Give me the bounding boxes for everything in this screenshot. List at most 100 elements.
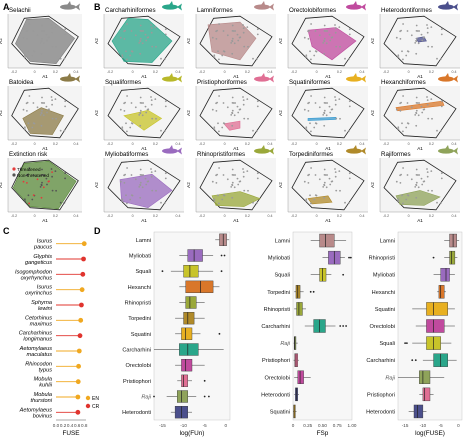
species-point xyxy=(234,30,237,32)
species-point xyxy=(42,174,44,176)
species-point xyxy=(51,27,53,29)
boxplot-panel: Lamni Myliobati Squali Torpedini Rhinopristi… xyxy=(261,231,357,437)
outlier-point xyxy=(342,325,345,327)
global-hull xyxy=(383,87,457,139)
outlier-point xyxy=(414,359,417,362)
outlier-point xyxy=(161,270,164,273)
species-point xyxy=(144,33,147,36)
species-point xyxy=(213,54,216,57)
shark-icon xyxy=(254,1,274,11)
x-tick-label: -0.2 xyxy=(199,142,205,146)
species-point xyxy=(145,39,148,42)
outlier-point xyxy=(411,359,414,362)
species-point xyxy=(430,26,433,28)
species-point xyxy=(28,167,31,169)
species-point xyxy=(423,36,426,39)
x-tick-label: -0.2 xyxy=(107,70,113,74)
species-point xyxy=(28,58,30,61)
x-tick-label: -0.2 xyxy=(11,142,17,146)
species-label: bovinus xyxy=(33,413,52,419)
species-point xyxy=(313,126,316,129)
species-point xyxy=(147,108,150,111)
species-point xyxy=(334,99,337,101)
group-label: Heterodonti xyxy=(122,410,151,416)
species-point xyxy=(140,174,143,176)
sawshark-icon xyxy=(254,73,274,83)
ray-icon-fin xyxy=(169,145,173,149)
species-point xyxy=(40,52,43,55)
x-axis-label: log(FUSE) xyxy=(415,430,445,437)
x-tick-label: 0 xyxy=(34,142,36,146)
species-label: oxyrinchus xyxy=(25,291,52,297)
outlier-point xyxy=(312,290,315,293)
species-point xyxy=(239,108,242,111)
lollipop-point xyxy=(79,287,85,293)
species-point xyxy=(121,126,124,129)
panel-title: Squaliformes xyxy=(105,79,141,86)
x-tick-label: 0.2 xyxy=(153,70,158,74)
species-point xyxy=(339,189,341,192)
x-axis-label: A1 xyxy=(141,218,147,223)
species-point xyxy=(427,45,430,48)
species-point xyxy=(323,183,325,186)
x-tick-label: -0.2 xyxy=(107,214,113,218)
x-tick-label: 0.2 xyxy=(245,70,250,74)
species-point xyxy=(26,173,29,176)
species-point xyxy=(305,56,308,58)
morphospace-panel: Heterodontiformes -0.2 0 0.2 0.4 A1 A2 xyxy=(370,1,460,79)
species-point xyxy=(348,105,351,108)
species-point xyxy=(139,196,142,199)
species-point xyxy=(406,102,409,104)
species-point xyxy=(43,174,46,176)
skate-icon-fin xyxy=(445,145,449,149)
species-point xyxy=(222,30,225,32)
group-label: Heterodonti xyxy=(261,392,290,398)
panel-label-c: C xyxy=(3,226,10,236)
x-tick-label: 0.4 xyxy=(452,142,457,146)
species-point xyxy=(334,31,337,34)
species-point xyxy=(406,50,409,52)
species-point xyxy=(46,183,48,186)
species-point xyxy=(239,180,242,183)
species-point xyxy=(222,122,225,124)
species-point xyxy=(440,201,442,204)
panel-title: Batoidea xyxy=(9,79,34,86)
species-point xyxy=(26,110,28,112)
panel-title: Hexanchiformes xyxy=(381,79,426,86)
box xyxy=(426,302,448,316)
species-point xyxy=(218,58,220,61)
species-point xyxy=(51,45,54,48)
species-point xyxy=(150,99,153,101)
species-point xyxy=(139,183,142,186)
panel-title: Carcharhiniformes xyxy=(105,7,156,14)
morphospace-panel: Myliobatiformes -0.2 0 0.2 0.4 A1 A2 xyxy=(94,145,184,223)
species-point xyxy=(334,175,337,178)
species-point xyxy=(129,198,132,201)
skate-icon-tail xyxy=(453,147,458,155)
torpedo-icon xyxy=(346,145,366,155)
species-point xyxy=(155,45,157,48)
global-hull xyxy=(291,15,365,67)
skate-icon xyxy=(438,145,458,155)
species-point xyxy=(331,36,334,39)
species-point xyxy=(314,194,317,197)
species-point xyxy=(217,50,219,53)
global-hull xyxy=(199,87,273,139)
species-point xyxy=(121,56,124,58)
species-point xyxy=(31,54,34,57)
species-point xyxy=(399,182,402,184)
shark-icon-fin xyxy=(67,1,71,5)
species-point xyxy=(125,194,127,197)
species-point xyxy=(48,108,50,111)
species-point xyxy=(339,45,341,48)
species-point xyxy=(423,180,426,183)
species-point xyxy=(151,117,154,120)
morphospace-panel: Squatiniformes -0.2 0 0.2 0.4 A1 A2 xyxy=(278,73,368,151)
species-point xyxy=(338,170,341,173)
species-label: typus xyxy=(39,367,53,373)
species-point xyxy=(121,128,124,131)
species-point xyxy=(344,57,346,60)
species-point xyxy=(213,126,216,129)
species-point xyxy=(322,186,325,188)
legend-label: Threatened xyxy=(17,167,41,172)
